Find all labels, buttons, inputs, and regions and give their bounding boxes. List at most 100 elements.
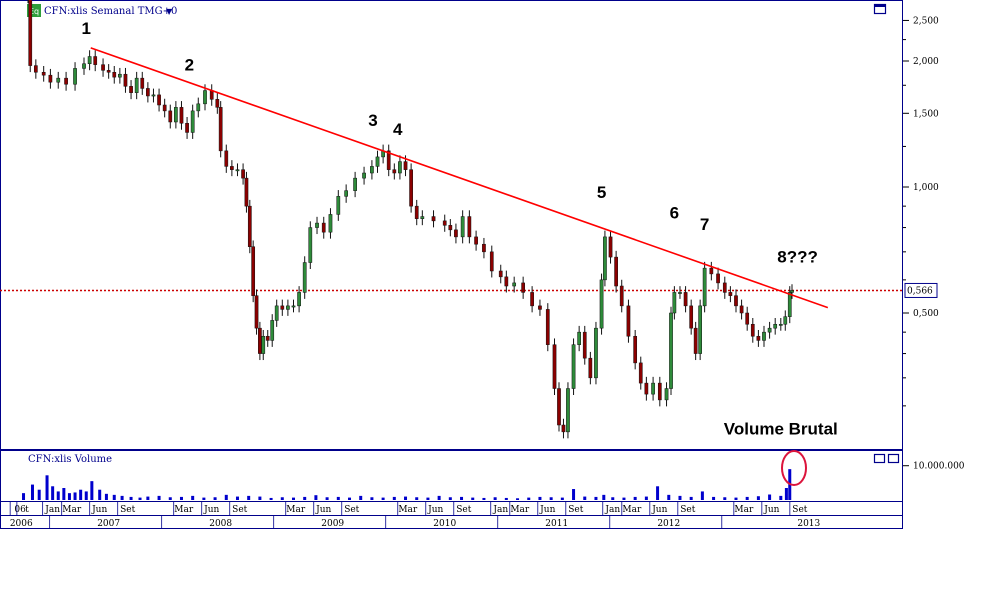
candle-body [375,156,380,167]
volume-bar [325,497,329,500]
candle-body [129,86,133,93]
trendline-group [90,47,829,309]
price-axis-label: 1,500 [913,109,939,119]
candle-body [448,225,453,231]
month-label: Set [232,505,247,515]
wave-annotation: 3 [368,111,377,130]
candle-body [302,262,307,293]
volume-bar [712,496,716,500]
volume-axis-label: 10.000.000 [913,462,965,472]
year-label: 2013 [797,519,820,529]
candle-body [151,94,156,97]
candle-body [179,107,184,124]
price-title-group[interactable]: Eq CFN:xlis Semanal TMG+0 ▼ [27,4,177,17]
candle-body [261,335,266,354]
month-label: Jun [651,505,667,515]
volume-panel-maximize-icon[interactable] [873,453,886,464]
candle-body [87,56,92,64]
candle-body [745,312,750,325]
price-panel-maximize-icon[interactable] [873,3,887,15]
volume-bar [191,495,195,500]
volume-bar [348,497,352,500]
candle-body [230,166,234,170]
candle-body [442,220,447,226]
candle-body [644,382,649,395]
candle-body [386,150,391,170]
volume-bar [73,492,77,500]
candle-body [756,335,761,341]
price-chart-title: CFN:xlis Semanal TMG+0 [44,6,177,17]
candle-body [783,316,788,325]
candle-body [321,222,326,233]
candle-body [41,71,46,76]
volume-bar [370,497,374,500]
candle-body [134,77,139,93]
candle-body [657,382,662,401]
candle-body [203,90,207,105]
candle-body [571,344,576,389]
volume-bar [392,496,396,500]
candle-body [251,246,256,296]
volume-bar [67,493,71,500]
candle-body [196,103,201,112]
volume-bar [756,496,760,500]
volume-bar [37,489,41,500]
candle-body [498,270,503,278]
volume-bar [314,495,318,500]
candle-body [190,110,195,133]
year-label: 2008 [209,519,232,529]
month-label: Jun [427,505,443,515]
candle-body [241,169,245,179]
volume-bar [258,496,262,500]
candle-body [162,104,167,112]
candle-body [489,251,494,272]
price-axis: 2,500 2,000 1,500 1,000 0,500 [903,16,939,407]
month-label: 06 [14,505,26,515]
candle-body [454,229,458,238]
volume-bar [235,496,239,500]
candle-body [370,166,374,174]
volume-bar [247,495,251,500]
candle-body [33,65,38,73]
volume-panel-frame [0,450,903,502]
month-label: Set [120,505,135,515]
candle-body [409,169,413,207]
wave-annotation: Volume Brutal [724,420,838,439]
candle-body [787,292,792,317]
dropdown-arrow-icon[interactable]: ▼ [166,7,173,16]
candle-body [118,73,122,78]
volume-bar [504,497,508,500]
price-axis-label: 1,000 [913,183,939,193]
candle-body [274,305,279,321]
wave-annotation: 5 [597,183,606,202]
candle-body [353,177,357,191]
candle-body [123,73,128,87]
volume-panel-close-icon[interactable] [887,453,900,464]
candle-body [82,63,86,69]
candle-body [588,357,593,379]
candle-body [638,362,643,384]
candle-body [146,88,150,97]
current-price-box [904,282,938,298]
volume-bar [45,475,49,500]
candle-body [683,292,688,307]
month-label: Set [680,505,695,515]
volume-axis: 10.000.000 [903,462,965,472]
candle-body [698,305,702,354]
volume-bar [734,497,738,500]
month-label: Mar [622,505,642,515]
volume-bar [594,496,598,500]
candle-body [224,150,229,167]
volume-bar [784,488,788,500]
month-label: Mar [398,505,418,515]
candle-body [56,77,61,83]
candle-body [308,227,313,263]
candle-body [474,236,478,245]
year-label: 2012 [657,519,680,529]
volume-bar [359,495,363,500]
month-label: Set [792,505,807,515]
price-axis-label: 2,500 [913,16,939,26]
candle-body [258,327,262,354]
volume-bar [56,491,60,500]
candle-body [633,335,638,364]
